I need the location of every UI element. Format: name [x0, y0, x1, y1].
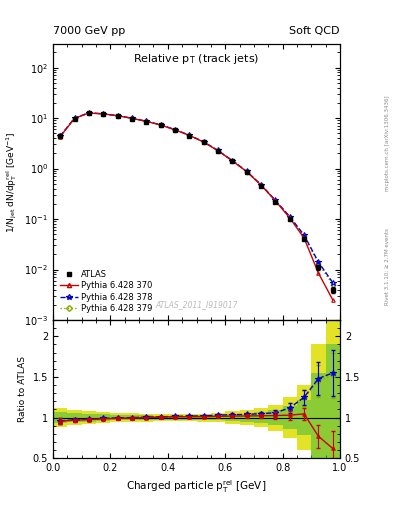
- Bar: [139, 415, 153, 420]
- Bar: [297, 385, 311, 450]
- Bar: [96, 412, 110, 423]
- Y-axis label: Ratio to ATLAS: Ratio to ATLAS: [18, 356, 27, 422]
- Bar: [68, 413, 82, 422]
- Text: ATLAS_2011_I919017: ATLAS_2011_I919017: [155, 300, 238, 309]
- Bar: [240, 414, 254, 422]
- Bar: [153, 414, 168, 421]
- Text: Soft QCD: Soft QCD: [290, 26, 340, 36]
- Bar: [168, 416, 182, 420]
- X-axis label: Charged particle p$_{\rm T}^{\rm rel}$ [GeV]: Charged particle p$_{\rm T}^{\rm rel}$ […: [127, 479, 266, 496]
- Bar: [325, 295, 340, 475]
- Bar: [211, 413, 225, 422]
- Bar: [211, 415, 225, 420]
- Text: Rivet 3.1.10; ≥ 2.7M events: Rivet 3.1.10; ≥ 2.7M events: [385, 228, 389, 305]
- Bar: [325, 345, 340, 475]
- Bar: [153, 416, 168, 420]
- Y-axis label: 1/N$_{\rm jet}$ dN/dp$_{\rm T}^{\rm rel}$ [GeV$^{-1}$]: 1/N$_{\rm jet}$ dN/dp$_{\rm T}^{\rm rel}…: [4, 131, 18, 232]
- Bar: [283, 406, 297, 429]
- Bar: [139, 414, 153, 422]
- Bar: [96, 414, 110, 421]
- Bar: [168, 414, 182, 421]
- Bar: [110, 415, 125, 420]
- Bar: [283, 397, 297, 438]
- Legend: ATLAS, Pythia 6.428 370, Pythia 6.428 378, Pythia 6.428 379: ATLAS, Pythia 6.428 370, Pythia 6.428 37…: [57, 267, 155, 316]
- Text: Relative p$_{\rm T}$ (track jets): Relative p$_{\rm T}$ (track jets): [133, 52, 260, 66]
- Bar: [311, 373, 326, 462]
- Bar: [240, 410, 254, 425]
- Bar: [125, 415, 139, 420]
- Bar: [268, 410, 283, 425]
- Bar: [82, 414, 96, 422]
- Bar: [311, 345, 326, 475]
- Bar: [225, 412, 240, 424]
- Bar: [196, 414, 211, 422]
- Bar: [297, 400, 311, 436]
- Bar: [254, 408, 268, 428]
- Bar: [182, 416, 196, 420]
- Text: mcplots.cern.ch [arXiv:1306.3436]: mcplots.cern.ch [arXiv:1306.3436]: [385, 96, 389, 191]
- Bar: [196, 415, 211, 420]
- Bar: [268, 404, 283, 431]
- Bar: [254, 412, 268, 423]
- Bar: [68, 410, 82, 425]
- Bar: [225, 414, 240, 421]
- Bar: [110, 413, 125, 422]
- Bar: [53, 412, 68, 423]
- Bar: [182, 414, 196, 421]
- Text: 7000 GeV pp: 7000 GeV pp: [53, 26, 125, 36]
- Bar: [125, 413, 139, 422]
- Bar: [53, 408, 68, 428]
- Bar: [82, 411, 96, 424]
